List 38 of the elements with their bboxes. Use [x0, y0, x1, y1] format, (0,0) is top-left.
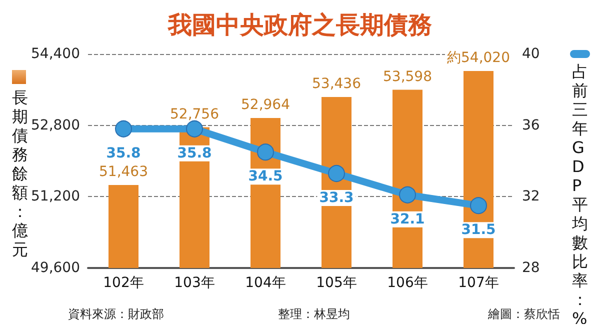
chart-title: 我國中央政府之長期債務 [167, 11, 432, 39]
point [328, 164, 345, 182]
point [257, 144, 274, 161]
data-label: 約54,020 [447, 50, 510, 66]
y-tick-label: 52,800 [31, 117, 80, 134]
x-tick-label: 102年 [103, 275, 144, 291]
data-label: 33.3 [319, 190, 354, 206]
source-note: 資料來源：財政部 [68, 307, 164, 321]
data-label: 52,756 [170, 106, 220, 122]
x-tick-label: 106年 [387, 275, 428, 291]
point [115, 120, 132, 138]
y2-tick-label: 32 [522, 188, 540, 205]
data-label: 31.5 [461, 222, 496, 238]
data-label: 35.8 [106, 145, 141, 162]
data-label: 53,598 [383, 68, 432, 85]
text: 長期債務餘額：億元 [12, 88, 28, 259]
y2-tick-label: 36 [522, 117, 540, 134]
data-label: 53,436 [312, 76, 362, 92]
data-label: 51,463 [99, 164, 148, 180]
x-tick-label: 105年 [316, 275, 357, 291]
data-label: 35.8 [177, 145, 212, 162]
point [186, 120, 203, 138]
y-tick-label: 49,600 [31, 260, 80, 276]
x-tick-label: 104年 [245, 275, 286, 291]
x-tick-label: 107年 [458, 275, 499, 291]
x-tick-label: 103年 [174, 275, 215, 291]
data-label: 52,964 [241, 97, 290, 114]
y2-tick-label: 28 [522, 260, 540, 276]
y-tick-label: 54,400 [31, 46, 80, 62]
data-label: 34.5 [248, 168, 283, 185]
y2-tick-label: 40 [522, 46, 540, 62]
text: 繪圖：蔡欣恬 [487, 307, 560, 321]
text: 占前三年GDP平均數比率：% [572, 62, 588, 328]
text: 整理：林昱均 [278, 307, 350, 321]
point [399, 186, 416, 204]
data-label: 32.1 [390, 211, 425, 228]
point [470, 197, 487, 214]
y-tick-label: 51,200 [31, 188, 80, 205]
